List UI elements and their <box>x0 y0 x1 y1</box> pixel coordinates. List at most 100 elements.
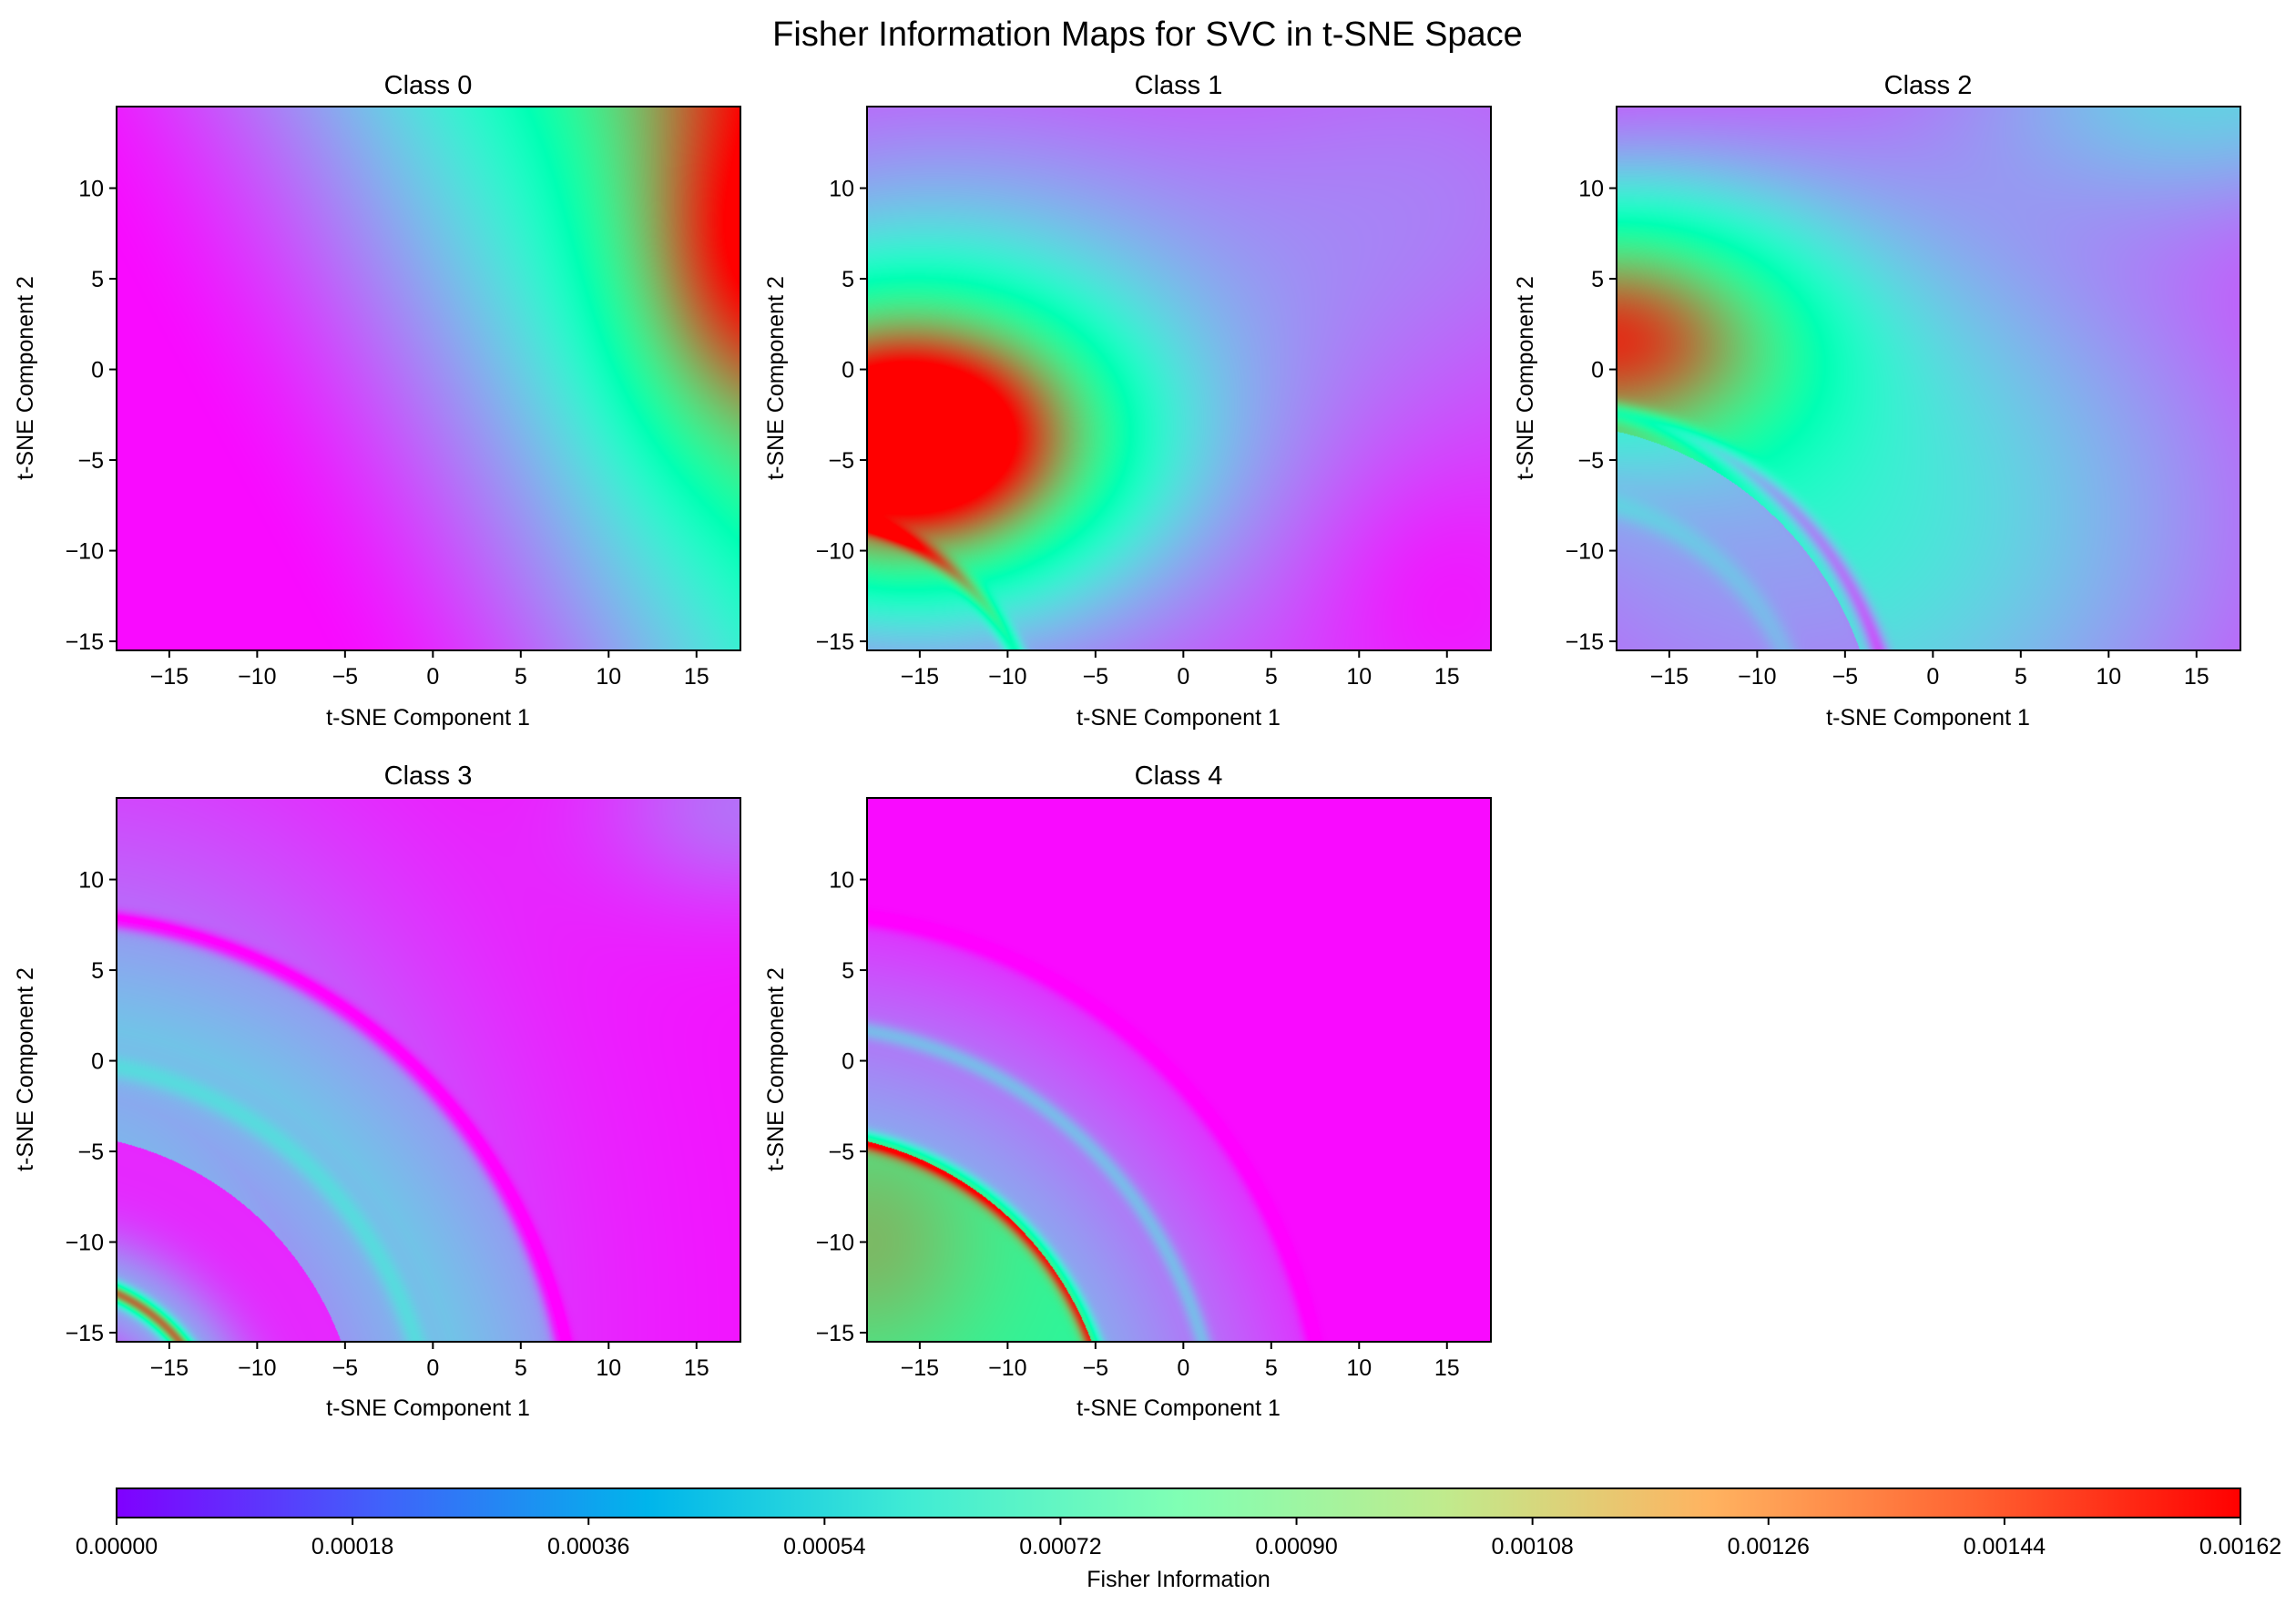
x-tick-label: 0 <box>1926 664 1939 690</box>
x-axis-label: t-SNE Component 1 <box>1077 705 1281 731</box>
x-tick-label: 15 <box>2184 664 2209 690</box>
y-axis-label: t-SNE Component 2 <box>763 276 789 480</box>
heatmap-panel-class-3: Class 3 −15 −10 −5 0 5 10 15 −15 −10 −5 0 5 10 t-SN… <box>13 762 741 1421</box>
x-tick-label: −15 <box>1650 664 1689 690</box>
y-tick-label: −5 <box>77 448 104 474</box>
x-tick-label: −5 <box>332 664 359 690</box>
colorbar-tick-label: 0.00036 <box>547 1534 629 1559</box>
axes-frame <box>866 106 1492 651</box>
x-axis-label: t-SNE Component 1 <box>326 705 530 731</box>
colorbar-tick-label: 0.00072 <box>1019 1534 1101 1559</box>
x-tick-label: −10 <box>238 1355 276 1381</box>
x-tick-label: 5 <box>515 664 527 690</box>
panel-title: Class 0 <box>384 71 473 100</box>
x-tick-label: 0 <box>426 1355 439 1381</box>
colorbar-tick-label: 0.00000 <box>76 1534 158 1559</box>
y-tick-label: 10 <box>78 868 104 894</box>
colorbar: 0.00000 0.00018 0.00036 0.00054 0.00072 0.000… <box>76 1487 2281 1592</box>
x-tick-label: −10 <box>238 664 276 690</box>
x-tick-label: 0 <box>1177 664 1189 690</box>
x-tick-label: 15 <box>684 664 709 690</box>
x-tick-label: 10 <box>2096 664 2121 690</box>
heatmap-canvas <box>1617 107 2240 650</box>
x-tick-label: −5 <box>1832 664 1859 690</box>
x-tick-label: −5 <box>332 1355 359 1381</box>
axes-frame <box>1616 106 2241 651</box>
x-tick-label: 10 <box>1346 664 1372 690</box>
axes-frame <box>866 797 1492 1343</box>
y-tick-label: −10 <box>816 539 854 565</box>
y-tick-label: −15 <box>816 629 854 655</box>
x-tick-label: 5 <box>515 1355 527 1381</box>
colorbar-tick-label: 0.00018 <box>311 1534 393 1559</box>
heatmap-canvas <box>117 107 740 650</box>
x-axis-label: t-SNE Component 1 <box>1077 1395 1281 1421</box>
x-tick-label: −10 <box>988 1355 1026 1381</box>
y-tick-label: 0 <box>1591 358 1604 383</box>
heatmap-canvas <box>867 798 1491 1342</box>
x-tick-label: −15 <box>150 1355 189 1381</box>
colorbar-tick-label: 0.00162 <box>2199 1534 2281 1559</box>
y-tick-label: 0 <box>842 358 854 383</box>
y-tick-label: 0 <box>842 1049 854 1075</box>
y-axis-label: t-SNE Component 2 <box>763 967 789 1171</box>
y-tick-label: −15 <box>1566 629 1604 655</box>
colorbar-tick-label: 0.00090 <box>1255 1534 1337 1559</box>
axes-frame <box>116 106 741 651</box>
panel-title: Class 3 <box>384 762 473 791</box>
y-axis-label: t-SNE Component 2 <box>13 276 38 480</box>
x-tick-label: −10 <box>988 664 1026 690</box>
y-tick-label: 5 <box>842 958 854 984</box>
x-tick-label: −5 <box>1083 1355 1109 1381</box>
x-tick-label: 5 <box>2015 664 2027 690</box>
colorbar-gradient <box>116 1487 2241 1518</box>
x-tick-label: −15 <box>901 664 939 690</box>
y-axis-label: t-SNE Component 2 <box>13 967 38 1171</box>
y-tick-label: −10 <box>816 1231 854 1256</box>
heatmap-canvas <box>117 798 740 1342</box>
x-tick-label: −10 <box>1738 664 1776 690</box>
x-tick-label: 10 <box>596 664 621 690</box>
panel-title: Class 1 <box>1135 71 1223 100</box>
y-tick-label: −10 <box>66 1231 104 1256</box>
panel-title: Class 2 <box>1884 71 1973 100</box>
y-tick-label: 10 <box>78 177 104 202</box>
x-axis-label: t-SNE Component 1 <box>326 1395 530 1421</box>
y-tick-label: 0 <box>91 358 104 383</box>
x-tick-label: 0 <box>1177 1355 1189 1381</box>
x-tick-label: 10 <box>1346 1355 1372 1381</box>
y-tick-label: −10 <box>1566 539 1604 565</box>
y-tick-label: 5 <box>1591 267 1604 292</box>
axes-frame <box>116 797 741 1343</box>
heatmap-panel-class-1: Class 1 −15 −10 −5 0 5 10 15 −15 −10 −5 0 5 10 t-SN… <box>763 71 1492 731</box>
x-tick-label: 0 <box>426 664 439 690</box>
heatmap-panel-class-2: Class 2 −15 −10 −5 0 5 10 15 −15 −10 −5 0 5 10 t-SN… <box>1513 71 2241 731</box>
x-tick-label: 10 <box>596 1355 621 1381</box>
colorbar-tick-label: 0.00054 <box>783 1534 865 1559</box>
x-tick-label: 15 <box>1434 664 1460 690</box>
y-tick-label: 5 <box>842 267 854 292</box>
y-tick-label: −5 <box>828 1140 854 1165</box>
y-tick-label: −5 <box>1577 448 1604 474</box>
y-tick-label: −5 <box>828 448 854 474</box>
y-tick-label: −15 <box>66 629 104 655</box>
panel-title: Class 4 <box>1135 762 1223 791</box>
colorbar-tick-label: 0.00144 <box>1964 1534 2046 1559</box>
figure-title: Fisher Information Maps for SVC in t-SNE… <box>772 15 1523 54</box>
y-tick-label: 0 <box>91 1049 104 1075</box>
y-axis-label: t-SNE Component 2 <box>1513 276 1538 480</box>
y-tick-label: −10 <box>66 539 104 565</box>
y-tick-label: 10 <box>829 868 854 894</box>
colorbar-tick-label: 0.00126 <box>1728 1534 1810 1559</box>
colorbar-label: Fisher Information <box>1087 1567 1270 1592</box>
x-tick-label: 15 <box>1434 1355 1460 1381</box>
y-tick-label: −15 <box>66 1321 104 1346</box>
x-tick-label: −15 <box>901 1355 939 1381</box>
x-tick-label: −5 <box>1083 664 1109 690</box>
y-tick-label: 5 <box>91 958 104 984</box>
x-tick-label: 5 <box>1265 1355 1278 1381</box>
x-tick-label: 15 <box>684 1355 709 1381</box>
heatmap-canvas <box>867 107 1491 650</box>
y-tick-label: 10 <box>829 177 854 202</box>
